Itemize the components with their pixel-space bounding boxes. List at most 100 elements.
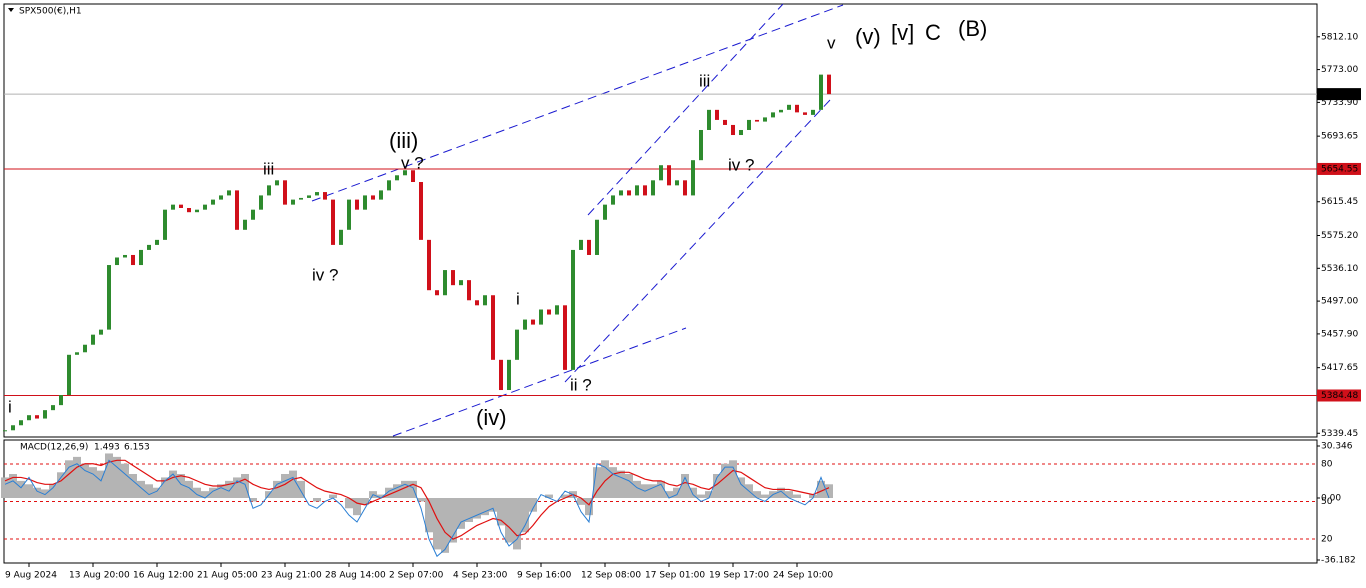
macd-bar bbox=[425, 498, 433, 533]
price-bar bbox=[131, 254, 135, 266]
price-bar bbox=[587, 239, 591, 255]
macd-bar bbox=[121, 463, 129, 499]
macd-bar bbox=[545, 494, 553, 499]
price-bar bbox=[811, 109, 815, 115]
macd-bar bbox=[561, 494, 569, 499]
macd-bar bbox=[129, 474, 137, 499]
y-tick-label: 5417.65 bbox=[1321, 363, 1358, 373]
y-tick-label: 5812.10 bbox=[1321, 32, 1358, 42]
price-bar bbox=[571, 249, 575, 370]
price-bar bbox=[475, 300, 479, 306]
x-tick-label: 23 Aug 21:00 bbox=[261, 571, 322, 581]
price-bar bbox=[659, 165, 663, 181]
macd-bar bbox=[673, 487, 681, 499]
macd-bar bbox=[433, 498, 441, 550]
price-bar bbox=[19, 420, 23, 426]
price-bar bbox=[275, 180, 279, 186]
price-bar bbox=[35, 415, 39, 419]
price-bar bbox=[67, 354, 71, 396]
macd-bar bbox=[817, 480, 825, 499]
macd-bar bbox=[233, 477, 241, 499]
y-tick-label: 5773.00 bbox=[1321, 65, 1358, 75]
macd-bar bbox=[17, 480, 25, 499]
macd-bar bbox=[585, 498, 593, 516]
macd-bar bbox=[145, 484, 153, 499]
price-bar bbox=[11, 425, 15, 431]
price-bar bbox=[435, 290, 439, 296]
wave-label: iii bbox=[699, 71, 710, 90]
price-bar bbox=[779, 109, 783, 113]
macd-bar bbox=[361, 498, 369, 505]
macd-line bbox=[4, 459, 830, 540]
macd-bar bbox=[601, 460, 609, 499]
macd-bar bbox=[41, 489, 49, 499]
wave-label: [v] bbox=[891, 20, 914, 45]
macd-bar bbox=[225, 480, 233, 499]
price-bar bbox=[267, 185, 271, 196]
macd-bar bbox=[657, 480, 665, 499]
price-bar bbox=[627, 190, 631, 196]
macd-bar bbox=[401, 480, 409, 499]
trend-lines bbox=[311, 3, 844, 437]
price-bar bbox=[3, 430, 7, 432]
price-bar bbox=[787, 104, 791, 110]
price-bar bbox=[443, 270, 447, 296]
wave-label: ii ? bbox=[570, 375, 592, 394]
price-bar bbox=[667, 165, 671, 186]
macd-bar bbox=[105, 453, 113, 499]
macd-bar bbox=[177, 474, 185, 499]
menu-triangle bbox=[8, 8, 14, 12]
y-tick-label: 0.00 bbox=[1321, 494, 1341, 504]
wave-label: v ? bbox=[401, 153, 424, 172]
macd-bar bbox=[665, 491, 673, 499]
macd-bar bbox=[689, 487, 697, 499]
y2-tick-label: 50 bbox=[1321, 497, 1333, 507]
price-bar bbox=[211, 199, 215, 205]
macd-bar bbox=[113, 456, 121, 499]
price-bar bbox=[459, 280, 463, 286]
macd-bar bbox=[89, 467, 97, 499]
price-bar bbox=[451, 270, 455, 286]
trend-line bbox=[311, 4, 844, 202]
price-bar bbox=[259, 195, 263, 210]
price-bar bbox=[99, 329, 103, 335]
macd-bar bbox=[57, 472, 65, 499]
macd-bar bbox=[793, 494, 801, 499]
macd-bar bbox=[313, 498, 321, 502]
macd-bar bbox=[33, 487, 41, 499]
x-tick-label: 9 Sep 16:00 bbox=[517, 571, 572, 581]
macd-bar bbox=[153, 487, 161, 499]
price-bar bbox=[299, 197, 303, 200]
macd-bar bbox=[489, 498, 497, 512]
wave-label: C bbox=[925, 20, 941, 45]
wave-label: iii bbox=[263, 159, 274, 178]
y2-tick-label: 80 bbox=[1321, 460, 1333, 470]
price-bar bbox=[227, 190, 231, 196]
macd-bar bbox=[353, 498, 361, 516]
price-bar bbox=[155, 239, 159, 245]
macd-bar bbox=[449, 498, 457, 543]
price-bar bbox=[83, 344, 87, 353]
wave-label: (B) bbox=[958, 16, 987, 41]
price-bar bbox=[395, 175, 399, 181]
price-bar bbox=[515, 329, 519, 360]
price-bar bbox=[171, 204, 175, 210]
x-tick-label: 28 Aug 14:00 bbox=[325, 571, 386, 581]
macd-bar bbox=[513, 498, 521, 550]
macd-bar bbox=[737, 477, 745, 499]
macd-bar bbox=[97, 470, 105, 499]
last-price-label: 5743.76 bbox=[1321, 90, 1358, 100]
macd-title: MACD(12,26,9) bbox=[20, 443, 88, 453]
macd-bar bbox=[633, 480, 641, 499]
macd-bar bbox=[761, 494, 769, 499]
macd-bar bbox=[81, 463, 89, 499]
price-bar bbox=[347, 199, 351, 230]
x-tick-label: 19 Sep 17:00 bbox=[709, 571, 769, 581]
price-bar bbox=[507, 359, 511, 391]
price-bar bbox=[651, 180, 655, 196]
price-bar bbox=[243, 219, 247, 230]
price-bar bbox=[467, 280, 471, 301]
macd-bar bbox=[385, 487, 393, 499]
macd-bar bbox=[345, 498, 353, 509]
price-bar bbox=[707, 109, 711, 130]
